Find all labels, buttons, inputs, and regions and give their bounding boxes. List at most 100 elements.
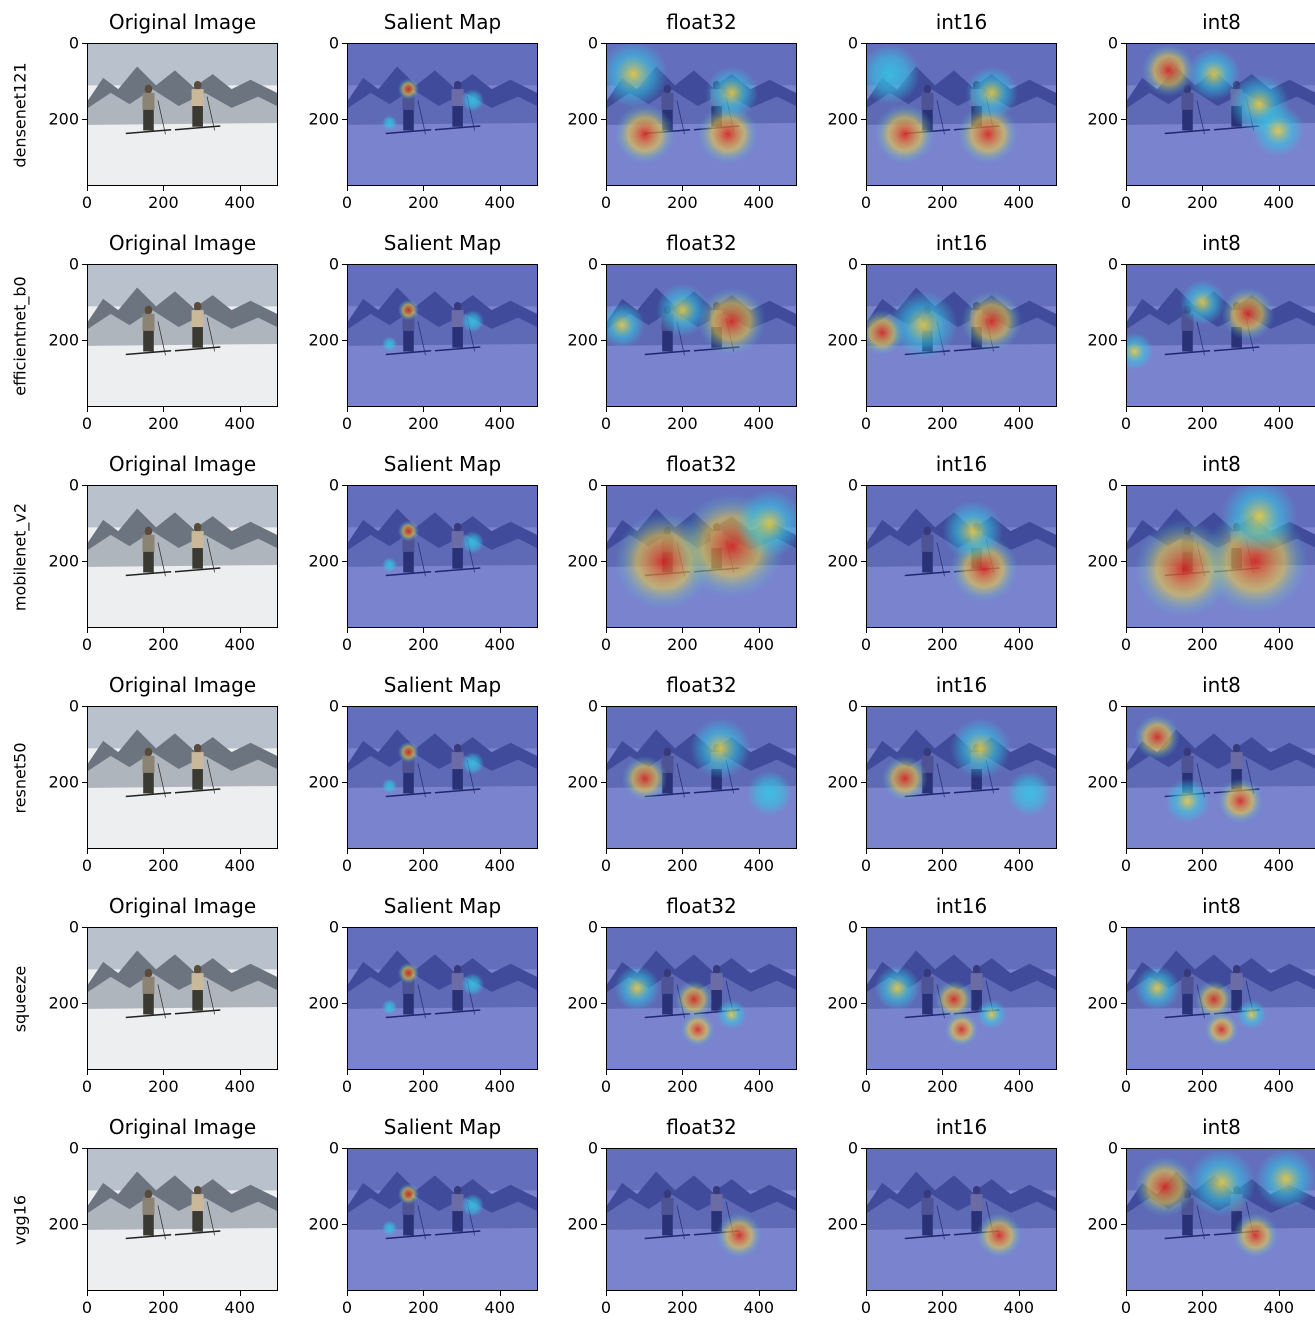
heat-blob — [461, 310, 485, 333]
y-tick-mark — [1121, 485, 1126, 486]
heat-blob — [1236, 999, 1267, 1030]
x-tick-mark — [682, 407, 684, 412]
y-tick-label: 200 — [308, 772, 339, 792]
x-tick-mark — [163, 407, 165, 412]
image-panel — [1126, 264, 1315, 407]
x-tick-mark — [606, 1070, 607, 1075]
heat-blob — [1187, 1149, 1256, 1217]
x-tick-label: 200 — [667, 1077, 698, 1096]
x-tick-label: 200 — [927, 193, 958, 212]
x-tick-label: 200 — [148, 414, 179, 433]
heat-blob — [965, 66, 1019, 120]
panel-title: int8 — [1202, 452, 1241, 476]
image-panel — [347, 264, 538, 407]
heat-blob — [1217, 778, 1264, 824]
panel-title: int8 — [1202, 1115, 1241, 1139]
y-tick-label: 200 — [1087, 109, 1118, 129]
panel-title: float32 — [666, 452, 737, 476]
x-tick-mark — [1018, 1291, 1020, 1296]
heat-blob — [1187, 47, 1241, 101]
x-tick-label: 200 — [927, 635, 958, 654]
heat-blob — [397, 962, 420, 984]
x-tick-label: 400 — [1263, 193, 1295, 212]
image-panel — [347, 927, 538, 1070]
heat-blob — [961, 291, 1022, 352]
row-label: efficientnet_b0 — [10, 275, 30, 396]
x-tick-mark — [1126, 1291, 1127, 1296]
x-tick-label: 400 — [743, 414, 775, 433]
y-tick-label: 0 — [587, 254, 598, 274]
x-tick-mark — [606, 1291, 607, 1296]
x-tick-mark — [347, 1291, 348, 1296]
heat-blob — [697, 104, 759, 165]
image-panel — [866, 485, 1057, 628]
heat-blob — [614, 965, 660, 1011]
x-tick-mark — [1018, 849, 1020, 854]
row-label: densenet121 — [10, 61, 30, 168]
y-tick-label: 200 — [308, 1214, 339, 1234]
x-tick-label: 400 — [224, 1077, 256, 1096]
x-tick-label: 400 — [1003, 856, 1035, 875]
y-tick-label: 0 — [68, 696, 79, 716]
heat-blob — [976, 999, 1007, 1030]
x-tick-mark — [87, 186, 88, 191]
x-tick-mark — [1202, 407, 1204, 412]
panel-title: int16 — [935, 673, 988, 697]
x-tick-label: 400 — [484, 414, 516, 433]
y-tick-mark — [82, 927, 87, 928]
y-tick-mark — [342, 485, 347, 486]
x-tick-label: 400 — [224, 1298, 256, 1317]
x-tick-mark — [347, 849, 348, 854]
panel-title: float32 — [666, 894, 737, 918]
y-tick-label: 0 — [328, 475, 339, 495]
image-panel — [87, 706, 278, 849]
image-panel — [606, 43, 797, 186]
y-tick-label: 0 — [328, 254, 339, 274]
x-tick-mark — [163, 628, 165, 633]
x-tick-label: 200 — [1187, 635, 1218, 654]
x-tick-label: 400 — [1263, 414, 1295, 433]
y-tick-mark — [1121, 340, 1126, 342]
y-tick-label: 200 — [48, 551, 79, 571]
x-tick-mark — [347, 407, 348, 412]
y-tick-mark — [82, 1148, 87, 1149]
x-tick-mark — [758, 849, 760, 854]
y-tick-mark — [1121, 1148, 1126, 1149]
y-tick-mark — [861, 561, 866, 563]
x-tick-mark — [682, 628, 684, 633]
heat-blob — [1006, 770, 1053, 817]
colormap-overlay — [348, 928, 537, 1069]
colormap-overlay — [348, 707, 537, 848]
y-tick-mark — [601, 340, 606, 342]
panel-title: float32 — [666, 1115, 737, 1139]
x-tick-mark — [866, 628, 867, 633]
x-tick-label: 200 — [1187, 856, 1218, 875]
heat-blob — [607, 44, 668, 108]
y-tick-mark — [861, 1148, 866, 1149]
x-tick-mark — [239, 186, 241, 191]
x-tick-label: 0 — [600, 856, 612, 875]
mountain-snow — [88, 1194, 277, 1230]
y-tick-label: 0 — [328, 33, 339, 53]
image-panel — [866, 43, 1057, 186]
heat-blob — [382, 1220, 398, 1236]
y-tick-mark — [601, 485, 606, 486]
y-tick-mark — [601, 43, 606, 44]
y-tick-label: 0 — [847, 254, 858, 274]
y-tick-mark — [82, 43, 87, 44]
x-tick-label: 400 — [1263, 1077, 1295, 1096]
x-tick-label: 0 — [860, 1298, 872, 1317]
heat-blob — [461, 752, 485, 775]
y-tick-label: 0 — [587, 33, 598, 53]
y-tick-label: 200 — [308, 993, 339, 1013]
y-tick-mark — [861, 1224, 866, 1226]
heat-blob — [397, 299, 420, 321]
x-tick-mark — [423, 1070, 425, 1075]
y-tick-mark — [82, 264, 87, 265]
x-tick-mark — [758, 186, 760, 191]
x-tick-mark — [87, 1291, 88, 1296]
x-tick-mark — [942, 1291, 944, 1296]
x-tick-mark — [1202, 628, 1204, 633]
y-tick-label: 200 — [48, 109, 79, 129]
y-tick-mark — [1121, 1224, 1126, 1226]
